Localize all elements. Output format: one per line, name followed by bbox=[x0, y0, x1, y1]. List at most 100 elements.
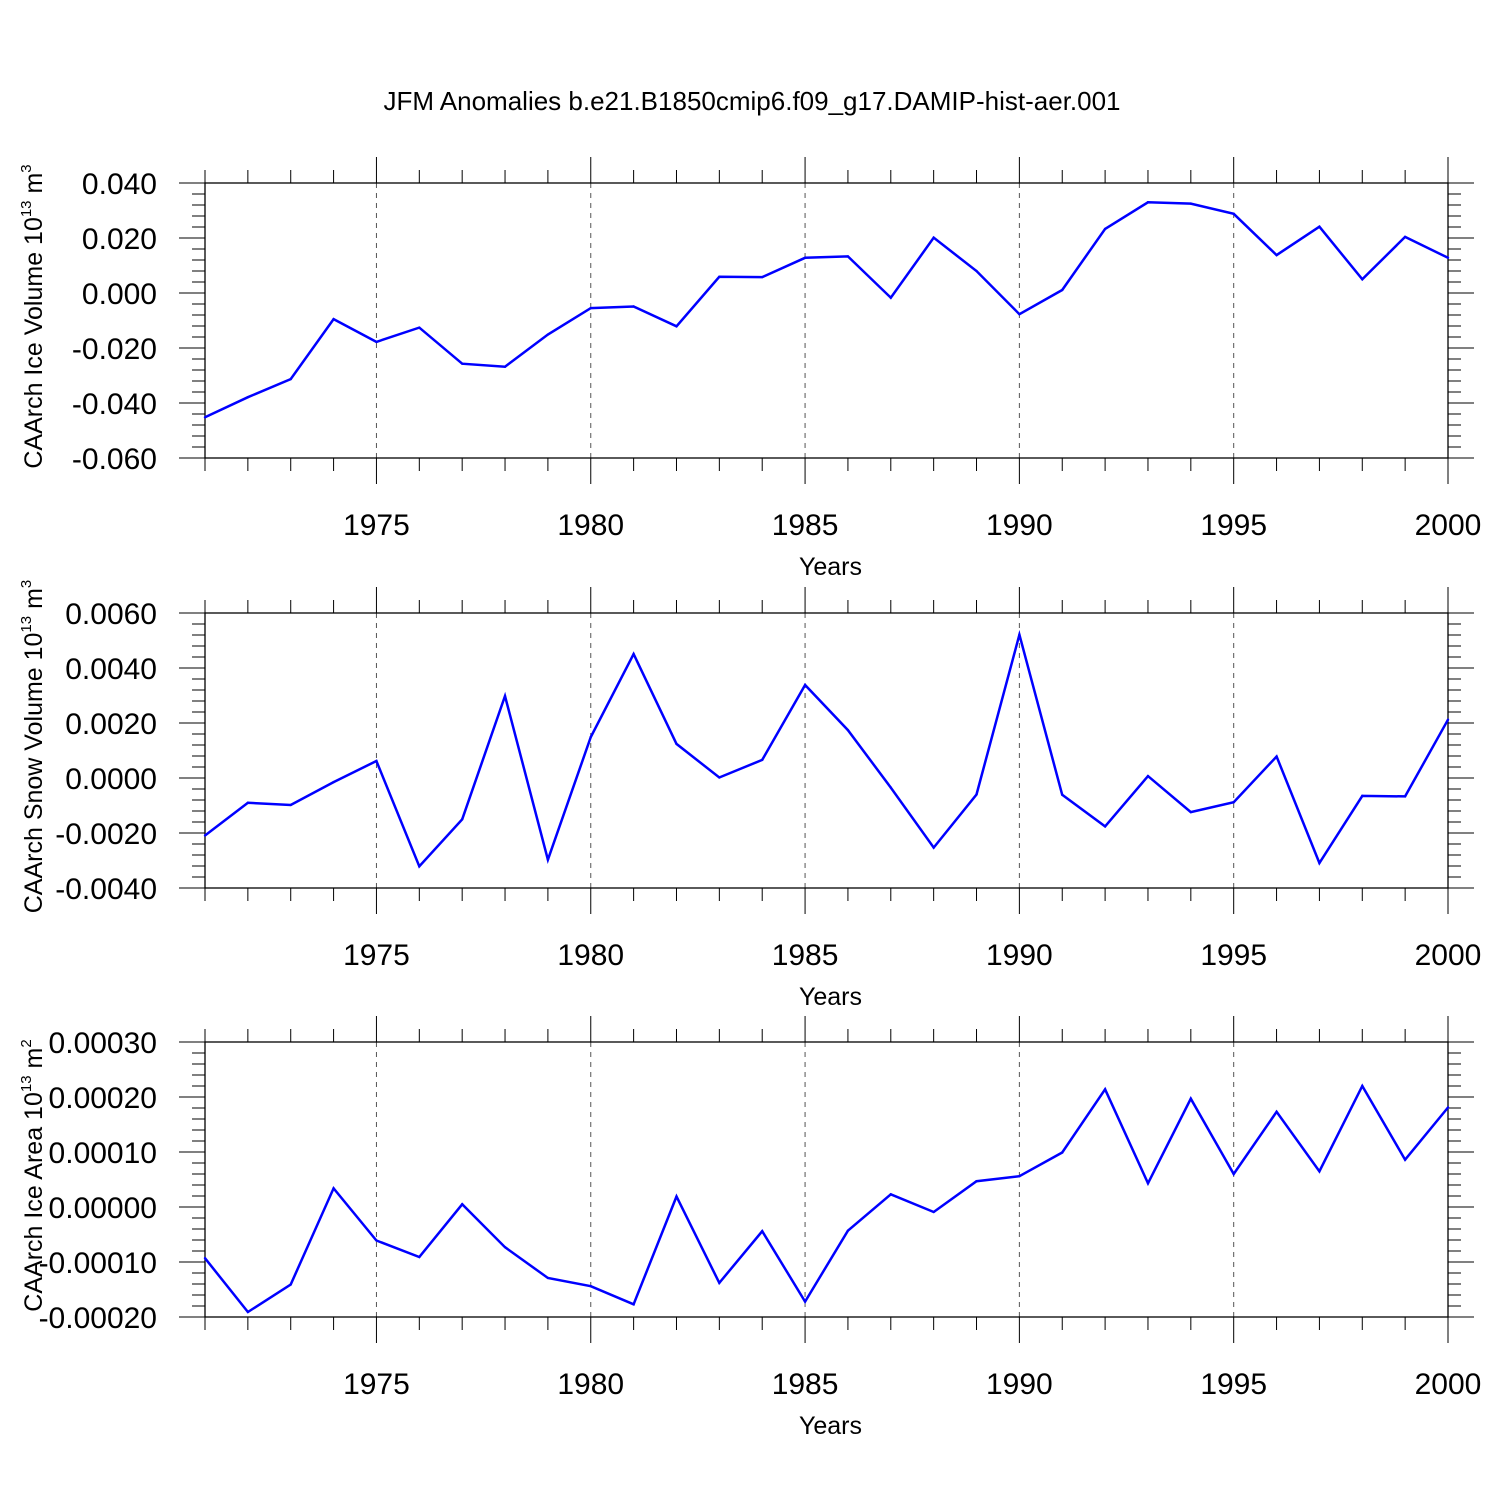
x-tick-label: 1985 bbox=[772, 1368, 839, 1401]
data-point-1990 bbox=[1018, 1175, 1021, 1178]
x-axis-label: Years bbox=[799, 553, 862, 581]
x-tick-label: 1990 bbox=[986, 1368, 1053, 1401]
data-point-1996 bbox=[1275, 1110, 1278, 1114]
data-point-1977 bbox=[460, 362, 464, 365]
y-tick-label: 0.0020 bbox=[65, 708, 157, 741]
chart-panel-1: 1975 1980 1985 1990 1995 2000 -0.060 -0.040 -0.0… bbox=[18, 157, 1481, 581]
data-point-1986 bbox=[846, 1229, 850, 1232]
x-tick-label: 1980 bbox=[557, 939, 624, 972]
data-point-1972 bbox=[246, 801, 250, 804]
y-tick-label: -0.0020 bbox=[55, 818, 157, 851]
x-tick-label: 1980 bbox=[557, 509, 624, 542]
series-line bbox=[204, 1083, 1449, 1314]
data-point-1972 bbox=[246, 396, 250, 399]
data-point-1977 bbox=[460, 1203, 464, 1206]
data-point-1992 bbox=[1103, 1088, 1107, 1091]
data-point-1988 bbox=[932, 236, 935, 239]
data-point-1980 bbox=[589, 735, 592, 739]
data-point-1976 bbox=[418, 1255, 421, 1259]
y-tick-label: -0.040 bbox=[72, 388, 157, 421]
data-point-1993 bbox=[1146, 1182, 1150, 1185]
data-point-1999 bbox=[1403, 795, 1407, 798]
data-point-1997 bbox=[1318, 225, 1321, 228]
data-point-1985 bbox=[803, 256, 807, 259]
data-point-1987 bbox=[889, 296, 892, 299]
data-point-1971 bbox=[203, 834, 207, 837]
data-point-1990 bbox=[1018, 633, 1021, 636]
data-point-1979 bbox=[546, 333, 550, 336]
data-point-1971 bbox=[203, 416, 207, 419]
x-tick-label: 1975 bbox=[343, 509, 410, 542]
plot-frame bbox=[204, 1041, 1449, 1318]
data-point-1979 bbox=[546, 858, 550, 861]
data-point-1996 bbox=[1275, 755, 1278, 758]
data-point-1989 bbox=[975, 1179, 978, 1183]
data-point-1988 bbox=[932, 846, 935, 849]
data-point-1995 bbox=[1232, 801, 1235, 804]
data-point-1994 bbox=[1189, 810, 1193, 814]
data-point-1982 bbox=[675, 742, 678, 746]
data-point-2000 bbox=[1446, 718, 1450, 721]
panels: 1975 1980 1985 1990 1995 2000 -0.060 -0.040 -0.0… bbox=[18, 157, 1481, 1440]
data-point-2000 bbox=[1446, 1106, 1450, 1109]
data-point-1985 bbox=[803, 683, 807, 687]
data-point-1992 bbox=[1103, 227, 1107, 231]
x-tick-label: 1980 bbox=[557, 1368, 624, 1401]
data-point-1974 bbox=[332, 317, 335, 321]
data-point-1994 bbox=[1189, 1097, 1193, 1100]
data-point-1992 bbox=[1103, 825, 1107, 828]
data-point-1981 bbox=[632, 1303, 635, 1306]
data-point-1997 bbox=[1318, 1170, 1321, 1173]
x-tick-label: 2000 bbox=[1415, 939, 1482, 972]
data-point-1984 bbox=[761, 1230, 764, 1233]
data-point-1999 bbox=[1403, 1158, 1407, 1161]
x-tick-label: 1975 bbox=[343, 939, 410, 972]
plot-frame bbox=[204, 612, 1449, 889]
y-tick-label: -0.00020 bbox=[39, 1302, 157, 1335]
y-tick-label: 0.00010 bbox=[49, 1137, 157, 1170]
data-point-1986 bbox=[846, 728, 850, 732]
data-point-1995 bbox=[1232, 1172, 1235, 1176]
series-line bbox=[204, 629, 1450, 869]
data-point-1973 bbox=[289, 803, 292, 807]
x-tick-label: 1995 bbox=[1200, 939, 1267, 972]
data-point-1980 bbox=[589, 306, 592, 310]
y-axis-label-unit-exponent: 2 bbox=[18, 1039, 35, 1047]
y-tick-label: -0.060 bbox=[72, 443, 157, 476]
y-tick-label: 0.0000 bbox=[65, 763, 157, 796]
data-point-1982 bbox=[675, 325, 678, 328]
y-tick-label: 0.0060 bbox=[65, 598, 157, 631]
data-point-1971 bbox=[203, 1256, 207, 1260]
data-point-1974 bbox=[332, 780, 335, 784]
y-axis-label-exponent: 13 bbox=[18, 616, 35, 633]
y-axis-label-unit: m bbox=[20, 1048, 48, 1076]
y-axis-label: CAArch Snow Volume 1013 m3 bbox=[18, 580, 48, 914]
data-point-1980 bbox=[589, 1285, 592, 1288]
y-tick-label: 0.00030 bbox=[49, 1027, 157, 1060]
y-tick-label: 0.040 bbox=[82, 168, 157, 201]
y-tick-label: -0.020 bbox=[72, 333, 157, 366]
y-tick-label: 0.0040 bbox=[65, 653, 157, 686]
data-point-1983 bbox=[718, 1281, 721, 1285]
y-tick-label: 0.020 bbox=[82, 223, 157, 256]
data-point-1983 bbox=[718, 275, 721, 278]
x-tick-label: 2000 bbox=[1415, 509, 1482, 542]
data-point-1975 bbox=[375, 759, 378, 763]
figure-title: JFM Anomalies b.e21.B1850cmip6.f09_g17.D… bbox=[383, 86, 1120, 116]
series-line bbox=[204, 201, 1449, 419]
y-axis-label-main: CAArch Ice Volume 10 bbox=[20, 217, 48, 469]
data-point-1977 bbox=[460, 818, 464, 821]
x-tick-label: 1990 bbox=[986, 509, 1053, 542]
y-axis-label-unit-exponent: 3 bbox=[18, 580, 35, 588]
plot-frame bbox=[204, 182, 1449, 459]
data-point-1975 bbox=[375, 1239, 378, 1242]
y-tick-label: 0.00020 bbox=[49, 1082, 157, 1115]
y-axis-label-unit: m bbox=[20, 173, 48, 201]
data-point-1997 bbox=[1318, 861, 1321, 865]
data-point-1982 bbox=[675, 1195, 678, 1198]
data-point-1993 bbox=[1146, 774, 1150, 778]
data-point-1998 bbox=[1361, 1084, 1364, 1088]
y-tick-label: 0.000 bbox=[82, 278, 157, 311]
data-point-1974 bbox=[332, 1187, 335, 1190]
